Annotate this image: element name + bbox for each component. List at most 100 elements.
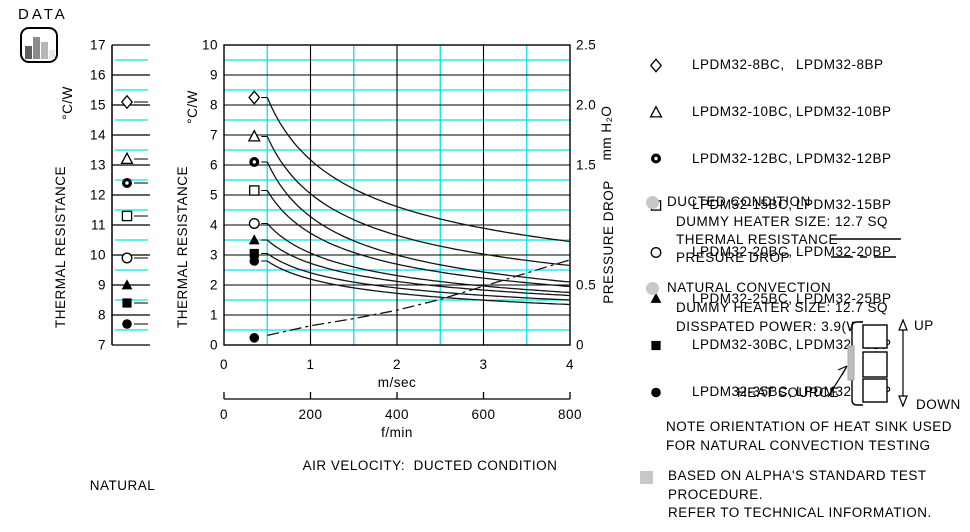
legend-part-bp: LPDM32-25BP <box>796 290 892 306</box>
up-down-axis-arrow <box>898 318 908 408</box>
heat-sink-fin <box>862 324 888 349</box>
svg-text:7: 7 <box>98 338 106 353</box>
svg-text:1: 1 <box>210 308 218 323</box>
svg-text:7: 7 <box>210 128 218 143</box>
svg-text:13: 13 <box>90 158 106 173</box>
down-label: DOWN <box>916 397 961 412</box>
legend-part-bc: LPDM32-8BC, <box>692 57 785 73</box>
square-filled-icon <box>651 340 661 351</box>
triangle-open-icon <box>649 104 663 118</box>
svg-text:12: 12 <box>90 188 106 203</box>
natural-convection-chart: 7 8 9 10 11 12 13 14 15 16 17 °C/W THERMAL RESISTANC… <box>53 38 150 353</box>
svg-text:8: 8 <box>98 308 106 323</box>
natural-dummy-heater-size: DUMMY HEATER SIZE: 12.7 SQ <box>676 300 889 315</box>
legend-part-bp: LPDM32-8BP <box>796 57 884 73</box>
svg-text:0: 0 <box>220 407 228 422</box>
heat-source-pointer-arrow <box>827 365 848 398</box>
svg-text:16: 16 <box>90 68 106 83</box>
svg-text:f/min: f/min <box>381 425 413 440</box>
svg-text:°C/W: °C/W <box>60 86 75 120</box>
orientation-note-line1: NOTE ORIENTATION OF HEAT SINK USED <box>666 419 953 434</box>
svg-text:0.5: 0.5 <box>576 278 596 293</box>
natural-convection-heading-row: NATURAL CONVECTION <box>646 281 831 295</box>
svg-text:0: 0 <box>210 338 218 353</box>
svg-text:4: 4 <box>566 357 574 372</box>
svg-text:mm H₂O: mm H₂O <box>599 106 614 161</box>
natural-convection-caption-line1: NATURAL <box>89 478 156 493</box>
svg-text:15: 15 <box>90 98 106 113</box>
svg-text:9: 9 <box>210 68 218 83</box>
svg-text:m/sec: m/sec <box>378 375 417 390</box>
svg-text:0: 0 <box>220 357 228 372</box>
svg-text:2: 2 <box>210 278 218 293</box>
svg-text:2.5: 2.5 <box>576 38 596 53</box>
svg-text:400: 400 <box>385 407 409 422</box>
svg-text:11: 11 <box>91 218 106 233</box>
ducted-dummy-heater-size: DUMMY HEATER SIZE: 12.7 SQ <box>676 214 889 229</box>
legend-item: LPDM32-8BC, LPDM32-8BP <box>640 56 892 75</box>
legend-part-bp: LPDM32-12BP <box>796 150 892 166</box>
circle-dot-icon <box>651 153 661 164</box>
based-note-line2: PROCEDURE. <box>668 487 764 502</box>
natural-convection-heading: NATURAL CONVECTION <box>667 280 832 295</box>
svg-text:800: 800 <box>558 407 582 422</box>
heat-source-label: HEAT SOURCE <box>737 385 839 400</box>
up-label: UP <box>914 318 934 333</box>
legend-item: LPDM32-20BC, LPDM32-20BP <box>640 243 892 262</box>
circle-filled-icon <box>651 387 661 397</box>
legend-item: LPDM32-10BC, LPDM32-10BP <box>640 103 892 122</box>
heat-sink-fin <box>862 351 888 378</box>
heat-sink-orientation-diagram: UP DOWN <box>827 318 961 412</box>
svg-text:2: 2 <box>393 357 401 372</box>
based-note-line3: REFER TO TECHNICAL INFORMATION. <box>668 505 932 520</box>
svg-text:200: 200 <box>298 407 322 422</box>
bar-chart-icon-bar <box>33 37 40 59</box>
legend-part-bc: LPDM32-35BC, <box>692 384 793 400</box>
dash-dot-line-key-icon <box>831 256 901 258</box>
pressure-drop-key-label: PRESURE DROP <box>676 250 791 265</box>
gray-square-bullet-icon <box>640 471 653 484</box>
thermal-resistance-key-label: THERMAL RESISTANCE <box>676 232 839 247</box>
svg-text:2.0: 2.0 <box>576 98 596 113</box>
svg-text:THERMAL RESISTANCE: THERMAL RESISTANCE <box>53 166 68 328</box>
svg-text:17: 17 <box>90 38 106 53</box>
svg-text:1: 1 <box>306 357 314 372</box>
orientation-note-line2: FOR NATURAL CONVECTION TESTING <box>666 438 931 453</box>
svg-text:5: 5 <box>210 188 218 203</box>
bar-chart-icon <box>20 27 58 63</box>
legend-part-bc: LPDM32-12BC, <box>692 150 793 166</box>
circle-open-icon <box>650 246 662 258</box>
bar-chart-icon-bar <box>41 42 48 59</box>
legend-part-bc: LPDM32-30BC, <box>692 337 793 353</box>
solid-line-key-icon <box>831 238 901 240</box>
air-velocity-caption: AIR VELOCITY: DUCTED CONDITION <box>302 458 558 473</box>
gray-bullet-icon <box>646 195 659 209</box>
series-legend: LPDM32-8BC, LPDM32-8BP LPDM32-10BC, LPDM… <box>640 28 892 430</box>
heat-source-block <box>847 345 855 381</box>
data-logo-label: DATA <box>18 6 68 23</box>
svg-text:PRESSURE DROP: PRESSURE DROP <box>601 180 616 304</box>
svg-text:°C/W: °C/W <box>185 90 200 124</box>
diamond-open-icon <box>649 58 663 73</box>
svg-text:600: 600 <box>471 407 495 422</box>
svg-text:4: 4 <box>210 218 218 233</box>
svg-text:9: 9 <box>98 278 106 293</box>
based-note-line1: BASED ON ALPHA'S STANDARD TEST <box>668 468 927 483</box>
triangle-filled-icon <box>650 292 662 304</box>
svg-text:3: 3 <box>479 357 487 372</box>
ducted-condition-heading-row: DUCTED CONDITION <box>646 195 811 209</box>
bar-chart-icon-bar <box>25 46 32 59</box>
legend-item: LPDM32-25BC, LPDM32-25BP <box>640 289 892 308</box>
gray-bullet-icon <box>646 281 659 295</box>
svg-text:10: 10 <box>202 38 218 53</box>
svg-text:8: 8 <box>210 98 218 113</box>
svg-text:3: 3 <box>210 248 218 263</box>
svg-text:14: 14 <box>90 128 106 143</box>
heat-sink-fin <box>862 378 888 403</box>
natural-convection-caption: NATURAL CONVECTION <box>50 437 195 532</box>
legend-part-bc: LPDM32-20BC, <box>692 244 793 260</box>
legend-part-bc: LPDM32-25BC, <box>692 290 793 306</box>
legend-part-bp: LPDM32-20BP <box>796 244 892 260</box>
